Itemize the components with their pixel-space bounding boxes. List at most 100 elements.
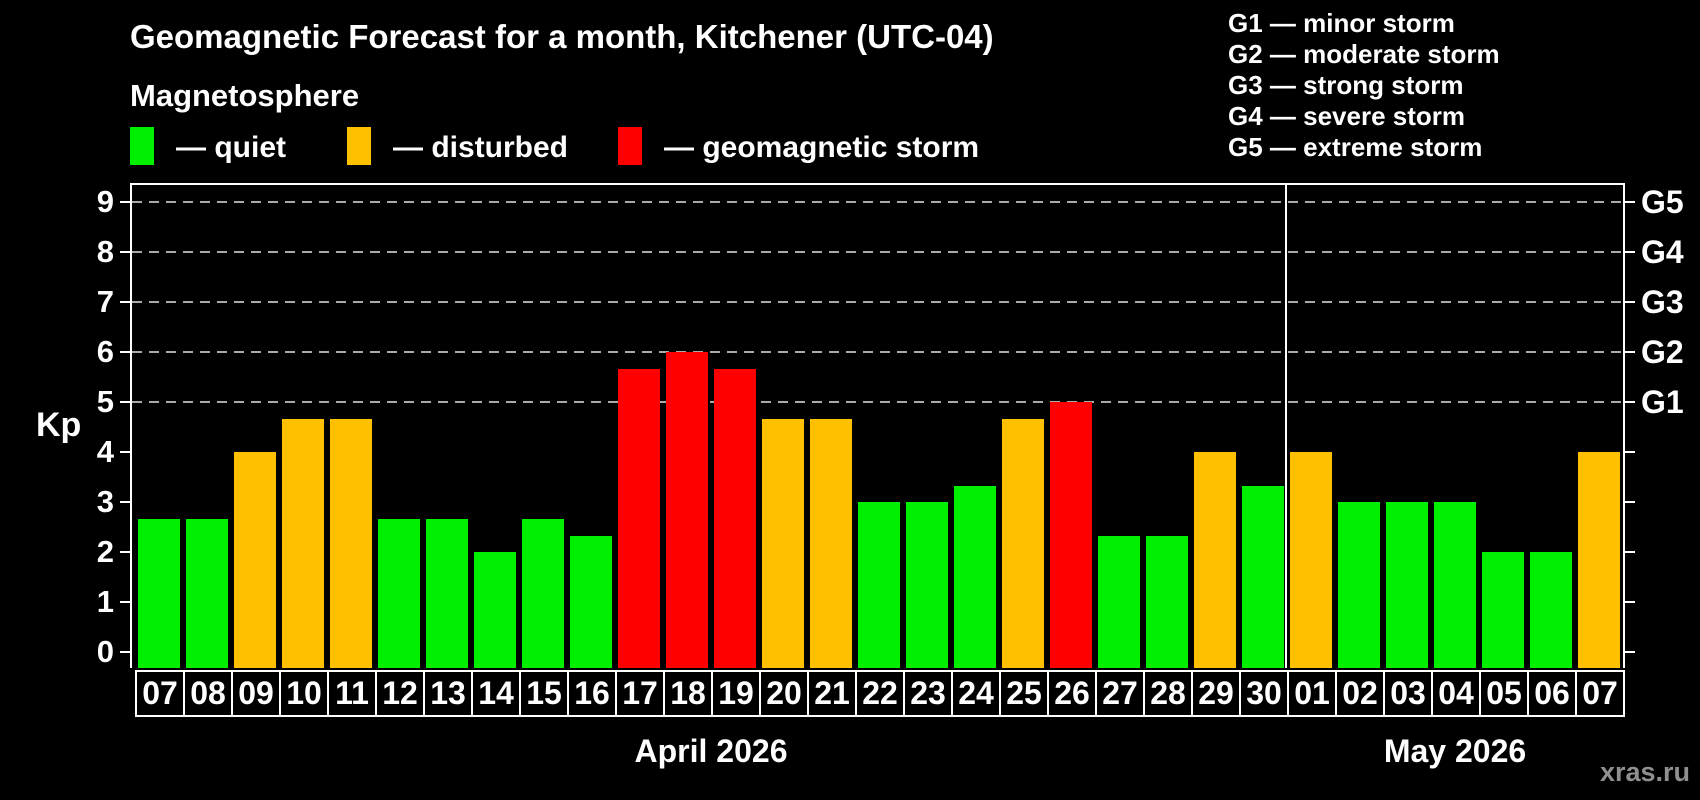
right-axis-line xyxy=(1623,183,1625,668)
y-tick-label: 4 xyxy=(96,434,114,469)
watermark: xras.ru xyxy=(1599,757,1690,787)
kp-bar xyxy=(186,518,228,668)
kp-bar xyxy=(810,418,852,668)
day-cell: 29 xyxy=(1191,670,1241,717)
day-cell: 30 xyxy=(1239,670,1289,717)
kp-bar xyxy=(570,535,612,668)
y-axis-line xyxy=(130,183,132,668)
legend-swatch-storm xyxy=(618,127,642,165)
g-tick-label: G2 xyxy=(1641,334,1684,370)
g-tick-label: G5 xyxy=(1641,184,1684,220)
day-cell: 22 xyxy=(855,670,905,717)
month-separator-line xyxy=(1285,185,1287,668)
kp-bar xyxy=(1386,502,1428,668)
y-axis-tick xyxy=(120,501,130,503)
day-cell: 24 xyxy=(951,670,1001,717)
y-axis-tick xyxy=(120,251,130,253)
right-axis-tick xyxy=(1625,301,1635,303)
g-scale-legend: G1 — minor storm G2 — moderate storm G3 — … xyxy=(1228,8,1500,163)
kp-bar xyxy=(474,552,516,668)
y-tick-label: 7 xyxy=(96,284,114,319)
kp-bar xyxy=(1530,552,1572,668)
g-legend-line: G1 — minor storm xyxy=(1228,8,1455,38)
day-cell: 23 xyxy=(903,670,953,717)
day-cell: 19 xyxy=(711,670,761,717)
right-axis-tick xyxy=(1625,351,1635,353)
kp-bar xyxy=(954,485,996,668)
day-cell: 20 xyxy=(759,670,809,717)
kp-bar xyxy=(1050,402,1092,668)
y-axis-title: Kp xyxy=(36,406,82,444)
kp-bar xyxy=(1098,535,1140,668)
kp-bar xyxy=(666,352,708,668)
month-label: April 2026 xyxy=(634,733,788,769)
day-cell: 14 xyxy=(471,670,521,717)
day-cell: 15 xyxy=(519,670,569,717)
kp-bar xyxy=(1290,452,1332,668)
day-cell: 06 xyxy=(1527,670,1577,717)
y-tick-label: 2 xyxy=(96,534,114,569)
y-axis-tick xyxy=(120,201,130,203)
day-cell: 10 xyxy=(279,670,329,717)
day-cell: 12 xyxy=(375,670,425,717)
day-cell: 16 xyxy=(567,670,617,717)
kp-bar xyxy=(138,518,180,668)
right-axis-tick xyxy=(1625,451,1635,453)
day-cell: 03 xyxy=(1383,670,1433,717)
day-cell: 07 xyxy=(135,670,185,717)
kp-bar xyxy=(522,518,564,668)
y-axis-tick xyxy=(120,651,130,653)
kp-bar xyxy=(378,518,420,668)
day-cell: 08 xyxy=(183,670,233,717)
y-tick-label: 6 xyxy=(96,334,114,369)
magnetosphere-subtitle: Magnetosphere xyxy=(130,78,360,113)
y-tick-label: 5 xyxy=(96,384,114,419)
kp-bar xyxy=(714,368,756,668)
kp-bar xyxy=(1146,535,1188,668)
day-cell: 25 xyxy=(999,670,1049,717)
y-axis-tick xyxy=(120,451,130,453)
g-legend-line: G5 — extreme storm xyxy=(1228,132,1483,162)
kp-bar xyxy=(282,418,324,668)
day-cell: 02 xyxy=(1335,670,1385,717)
day-cell: 26 xyxy=(1047,670,1097,717)
right-axis-tick xyxy=(1625,501,1635,503)
day-cell: 07 xyxy=(1575,670,1625,717)
legend-label-quiet: — quiet xyxy=(176,131,286,164)
grid-line xyxy=(132,301,1623,303)
plot-area xyxy=(120,183,1635,668)
page-title: Geomagnetic Forecast for a month, Kitche… xyxy=(130,18,994,55)
kp-bar xyxy=(426,518,468,668)
day-cell: 05 xyxy=(1479,670,1529,717)
right-axis-tick xyxy=(1625,551,1635,553)
kp-bar xyxy=(1242,485,1284,668)
g-tick-label: G1 xyxy=(1641,384,1684,420)
g-tick-label: G4 xyxy=(1641,234,1684,270)
month-label: May 2026 xyxy=(1383,733,1527,769)
right-axis-tick xyxy=(1625,651,1635,653)
kp-bar xyxy=(762,418,804,668)
day-cell: 27 xyxy=(1095,670,1145,717)
day-cell: 28 xyxy=(1143,670,1193,717)
kp-bar xyxy=(1578,452,1620,668)
day-cell: 01 xyxy=(1287,670,1337,717)
kp-bar xyxy=(1434,502,1476,668)
day-cell: 18 xyxy=(663,670,713,717)
kp-bar xyxy=(234,452,276,668)
grid-line xyxy=(132,251,1623,253)
kp-bar xyxy=(1482,552,1524,668)
kp-bar xyxy=(330,418,372,668)
y-tick-label: 3 xyxy=(96,484,114,519)
day-cell: 17 xyxy=(615,670,665,717)
y-axis-tick xyxy=(120,601,130,603)
grid-line xyxy=(132,401,1623,403)
kp-bar xyxy=(906,502,948,668)
grid-line xyxy=(132,201,1623,203)
plot-top-border xyxy=(130,183,1625,185)
g-tick-label: G3 xyxy=(1641,284,1684,320)
right-axis-tick xyxy=(1625,251,1635,253)
y-tick-label: 1 xyxy=(96,584,114,619)
y-axis-tick xyxy=(120,301,130,303)
day-cell: 13 xyxy=(423,670,473,717)
kp-bar xyxy=(1338,502,1380,668)
